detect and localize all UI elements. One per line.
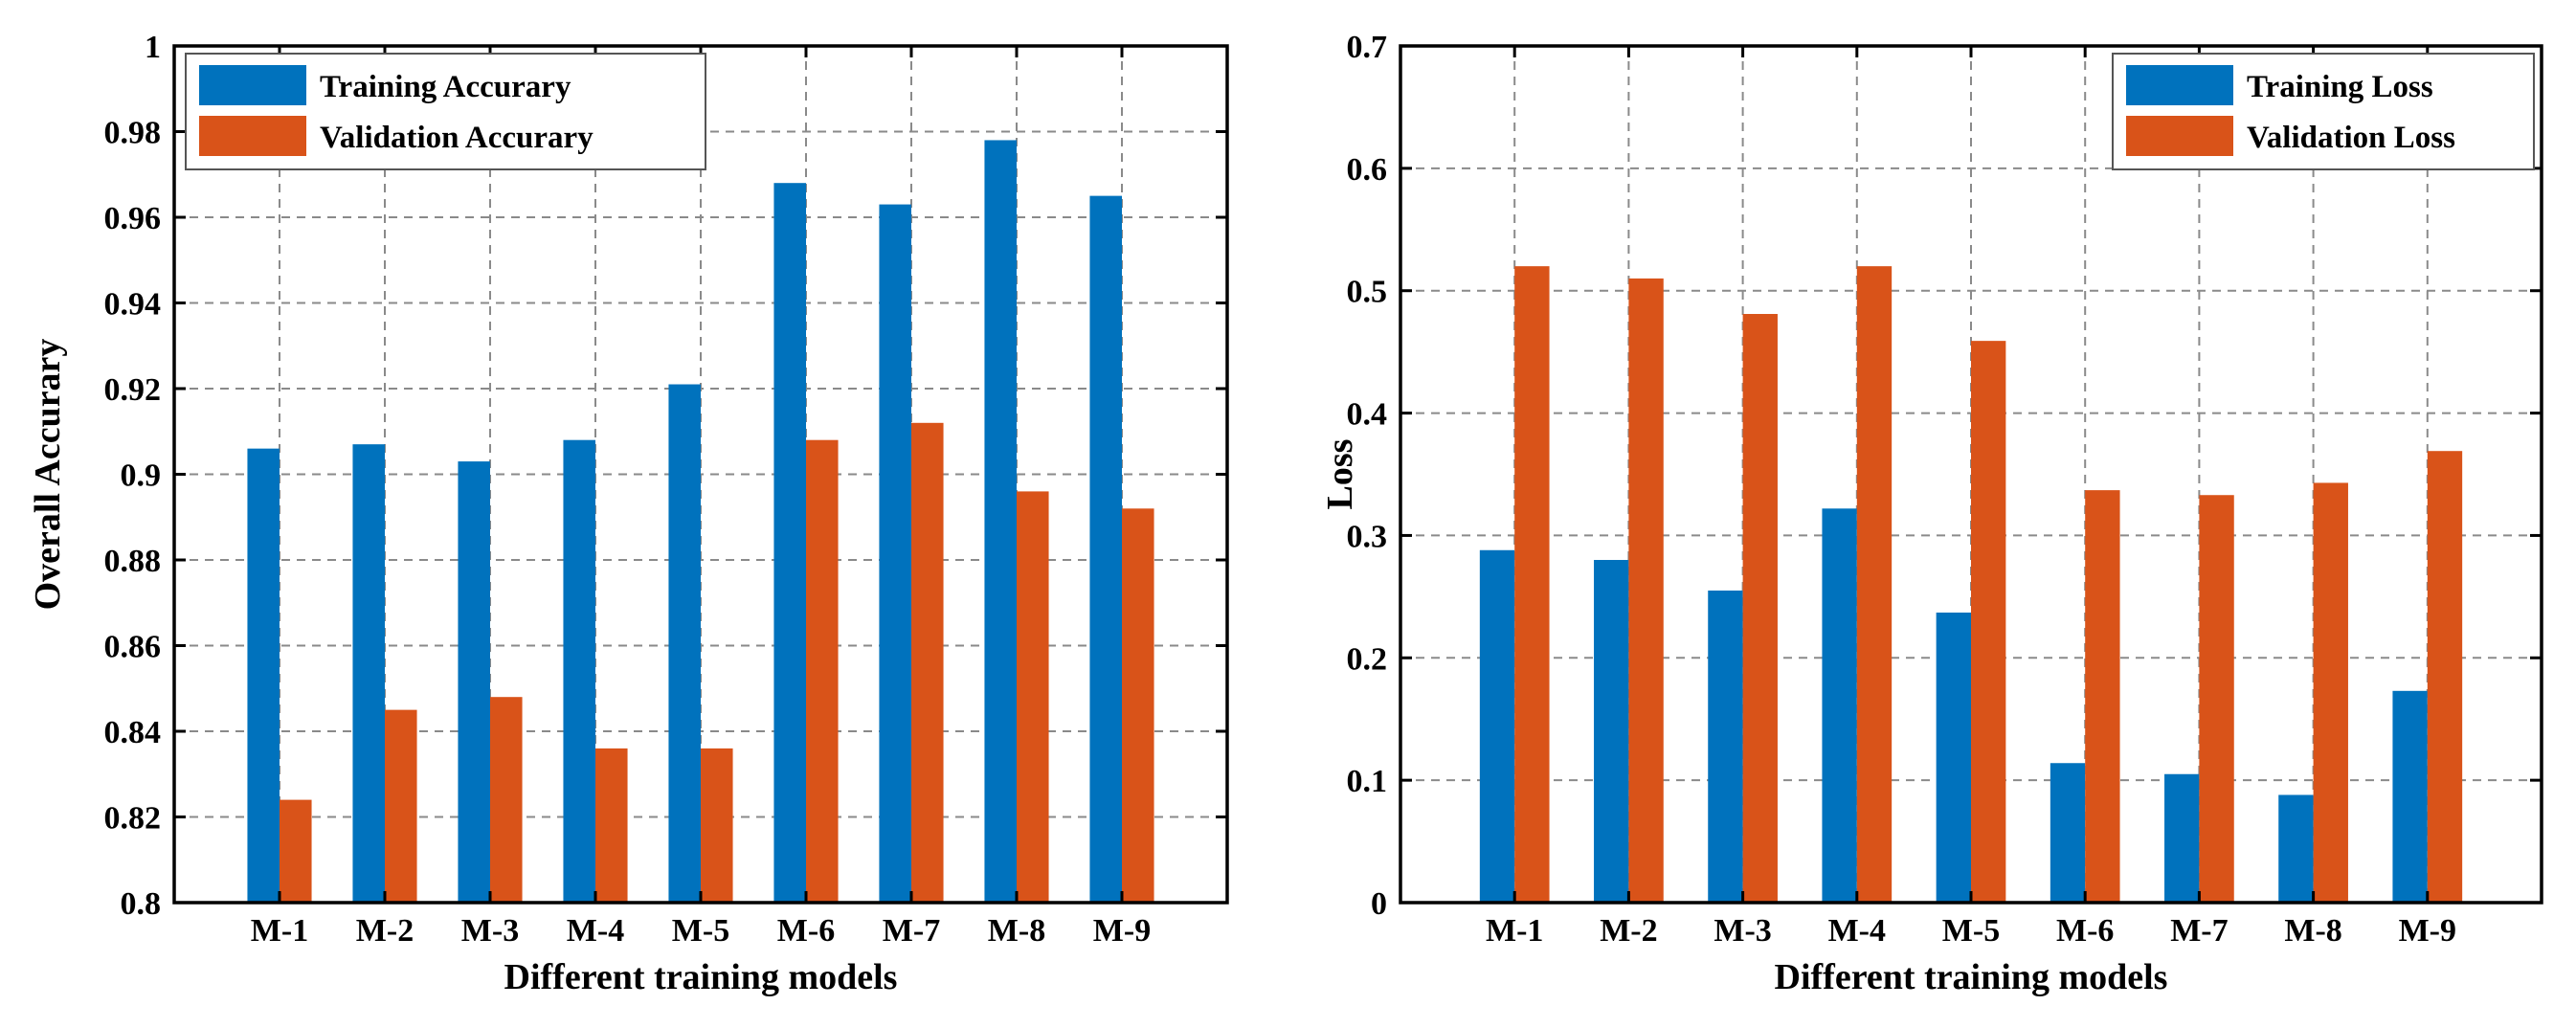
bar-validation-loss-m-2 (1628, 278, 1664, 903)
y-tick-label: 0.98 (104, 116, 162, 151)
bar-training-loss-m-5 (1936, 612, 1971, 903)
bar-training-loss-m-9 (2392, 690, 2428, 903)
bar-validation-loss-m-3 (1742, 314, 1778, 903)
y-tick-label: 0.84 (104, 715, 162, 750)
chart-2: 0 0.1 0.2 0.3 0.4 0.5 0.6 0.7 M-1 M-2 M-3 M-4 M-5 M-6… (1320, 30, 2543, 997)
x-tick-label: M-3 (1714, 913, 1771, 949)
y-tick-label: 0 (1371, 886, 1387, 922)
bar-validation-accurary-m-4 (595, 748, 628, 903)
y-tick-label: 0.7 (1347, 30, 1388, 65)
y-tick-label: 0.96 (104, 201, 162, 236)
x-tick-label: M-7 (2170, 913, 2228, 949)
legend-swatch (2126, 116, 2233, 156)
legend-swatch (199, 116, 306, 156)
x-tick-label: M-2 (356, 913, 414, 949)
legend-swatch (199, 65, 306, 105)
x-tick-label: M-2 (1600, 913, 1657, 949)
legend-swatch (2126, 65, 2233, 105)
bar-validation-accurary-m-6 (806, 439, 839, 903)
x-tick-label: M-6 (777, 913, 835, 949)
x-tick-label: M-1 (251, 913, 308, 949)
bar-training-accurary-m-5 (668, 384, 701, 903)
legend-label: Validation Loss (2247, 121, 2455, 155)
x-tick-label: M-1 (1486, 913, 1543, 949)
y-tick-label: 0.86 (104, 630, 162, 665)
x-tick-label: M-9 (2399, 913, 2456, 949)
legend: Training Accurary Validation Accurary (185, 53, 706, 170)
y-tick-label: 0.8 (121, 886, 162, 922)
y-tick-label: 0.94 (104, 287, 162, 323)
bar-training-loss-m-7 (2164, 773, 2200, 903)
y-tick-label: 0.2 (1347, 641, 1388, 677)
y-axis-title: Loss (1320, 439, 1360, 510)
y-tick-label: 0.4 (1347, 397, 1388, 433)
bar-validation-loss-m-8 (2313, 482, 2348, 903)
bar-validation-loss-m-4 (1856, 266, 1893, 904)
bar-training-accurary-m-2 (352, 444, 385, 903)
y-tick-label: 0.3 (1347, 519, 1388, 554)
bar-validation-accurary-m-8 (1017, 491, 1049, 903)
y-tick-label: 0.9 (121, 458, 162, 494)
y-tick-label: 1 (145, 30, 161, 65)
bar-training-accurary-m-7 (879, 204, 911, 903)
bar-training-accurary-m-6 (773, 183, 806, 903)
bar-validation-accurary-m-9 (1122, 508, 1154, 903)
x-tick-label: M-5 (672, 913, 729, 949)
bar-validation-accurary-m-1 (280, 799, 312, 903)
bar-training-loss-m-1 (1479, 549, 1515, 903)
y-tick-label: 0.5 (1347, 275, 1388, 310)
legend-label: Validation Accurary (320, 121, 594, 155)
y-axis-title: Overall Accurary (28, 339, 68, 611)
chart-1: 0.8 0.82 0.84 0.86 0.88 0.9 0.92 0.94 0.96 0.98 1 M… (28, 30, 1229, 997)
bar-training-loss-m-3 (1708, 590, 1743, 903)
bar-training-loss-m-2 (1594, 560, 1629, 903)
x-tick-label: M-5 (1942, 913, 2000, 949)
bar-training-loss-m-4 (1822, 508, 1857, 903)
bar-validation-loss-m-9 (2427, 451, 2463, 903)
bar-validation-accurary-m-3 (490, 697, 523, 903)
y-tick-label: 0.1 (1347, 764, 1388, 799)
bar-training-loss-m-6 (2050, 763, 2086, 903)
x-tick-label: M-7 (883, 913, 940, 949)
y-tick-label: 0.82 (104, 801, 162, 837)
legend-label: Training Accurary (320, 70, 571, 104)
x-tick-label: M-4 (1828, 913, 1886, 949)
bar-training-loss-m-8 (2278, 794, 2314, 903)
bar-validation-accurary-m-2 (385, 709, 417, 903)
x-axis-title: Different training models (504, 957, 898, 997)
bar-validation-accurary-m-7 (911, 422, 944, 903)
x-axis-title: Different training models (1775, 957, 2168, 997)
x-tick-label: M-8 (988, 913, 1045, 949)
x-tick-label: M-4 (567, 913, 624, 949)
bar-validation-accurary-m-5 (701, 748, 733, 903)
bar-training-accurary-m-8 (984, 140, 1017, 903)
y-tick-label: 0.92 (104, 372, 162, 408)
bar-training-accurary-m-4 (563, 439, 595, 903)
legend-label: Training Loss (2247, 70, 2433, 104)
legend: Training Loss Validation Loss (2112, 53, 2535, 170)
bar-validation-loss-m-5 (1971, 341, 2006, 903)
bar-validation-loss-m-6 (2085, 490, 2120, 903)
x-tick-label: M-6 (2056, 913, 2114, 949)
y-tick-label: 0.88 (104, 544, 162, 579)
bar-training-accurary-m-3 (458, 461, 490, 903)
x-tick-label: M-9 (1093, 913, 1151, 949)
bar-training-accurary-m-1 (247, 448, 280, 903)
bar-training-accurary-m-9 (1089, 195, 1122, 903)
x-tick-label: M-8 (2284, 913, 2341, 949)
bar-validation-loss-m-1 (1514, 266, 1550, 904)
x-tick-label: M-3 (461, 913, 519, 949)
y-tick-label: 0.6 (1347, 152, 1388, 188)
bar-validation-loss-m-7 (2199, 495, 2234, 903)
